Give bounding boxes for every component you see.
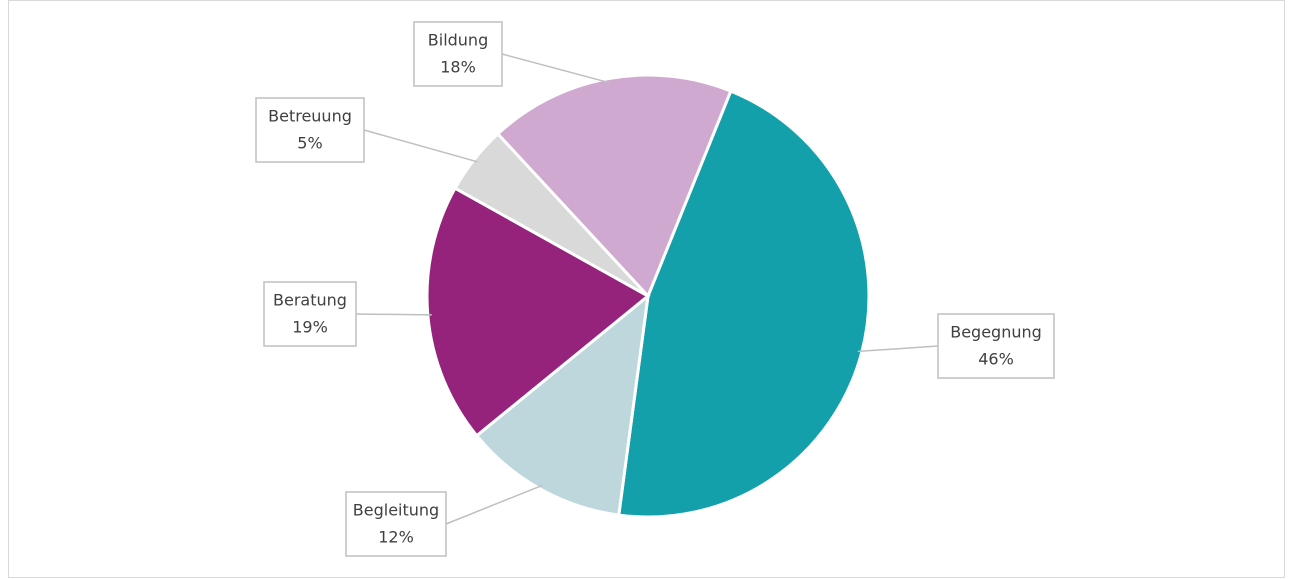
pie-slice <box>474 292 650 517</box>
leader-line <box>363 129 478 163</box>
value-label: 12% <box>378 528 414 547</box>
leader-line <box>857 345 939 353</box>
pie-slice <box>617 89 871 519</box>
label-box <box>345 491 447 557</box>
leader-line <box>355 313 432 316</box>
value-label: 18% <box>440 58 476 77</box>
category-label: Beratung <box>273 291 347 310</box>
category-label: Begegnung <box>950 323 1042 342</box>
category-label: Begleitung <box>353 501 439 520</box>
leader-line <box>501 53 610 84</box>
label-box <box>413 21 503 87</box>
leader-line <box>445 484 543 525</box>
category-label: Bildung <box>428 31 488 50</box>
category-label: Betreuung <box>268 107 352 126</box>
value-label: 5% <box>297 134 322 153</box>
value-label: 19% <box>292 318 328 337</box>
value-label: 46% <box>978 350 1014 369</box>
label-box <box>263 281 357 347</box>
label-box <box>937 313 1055 379</box>
label-box <box>255 97 365 163</box>
pie-slice <box>495 73 733 299</box>
